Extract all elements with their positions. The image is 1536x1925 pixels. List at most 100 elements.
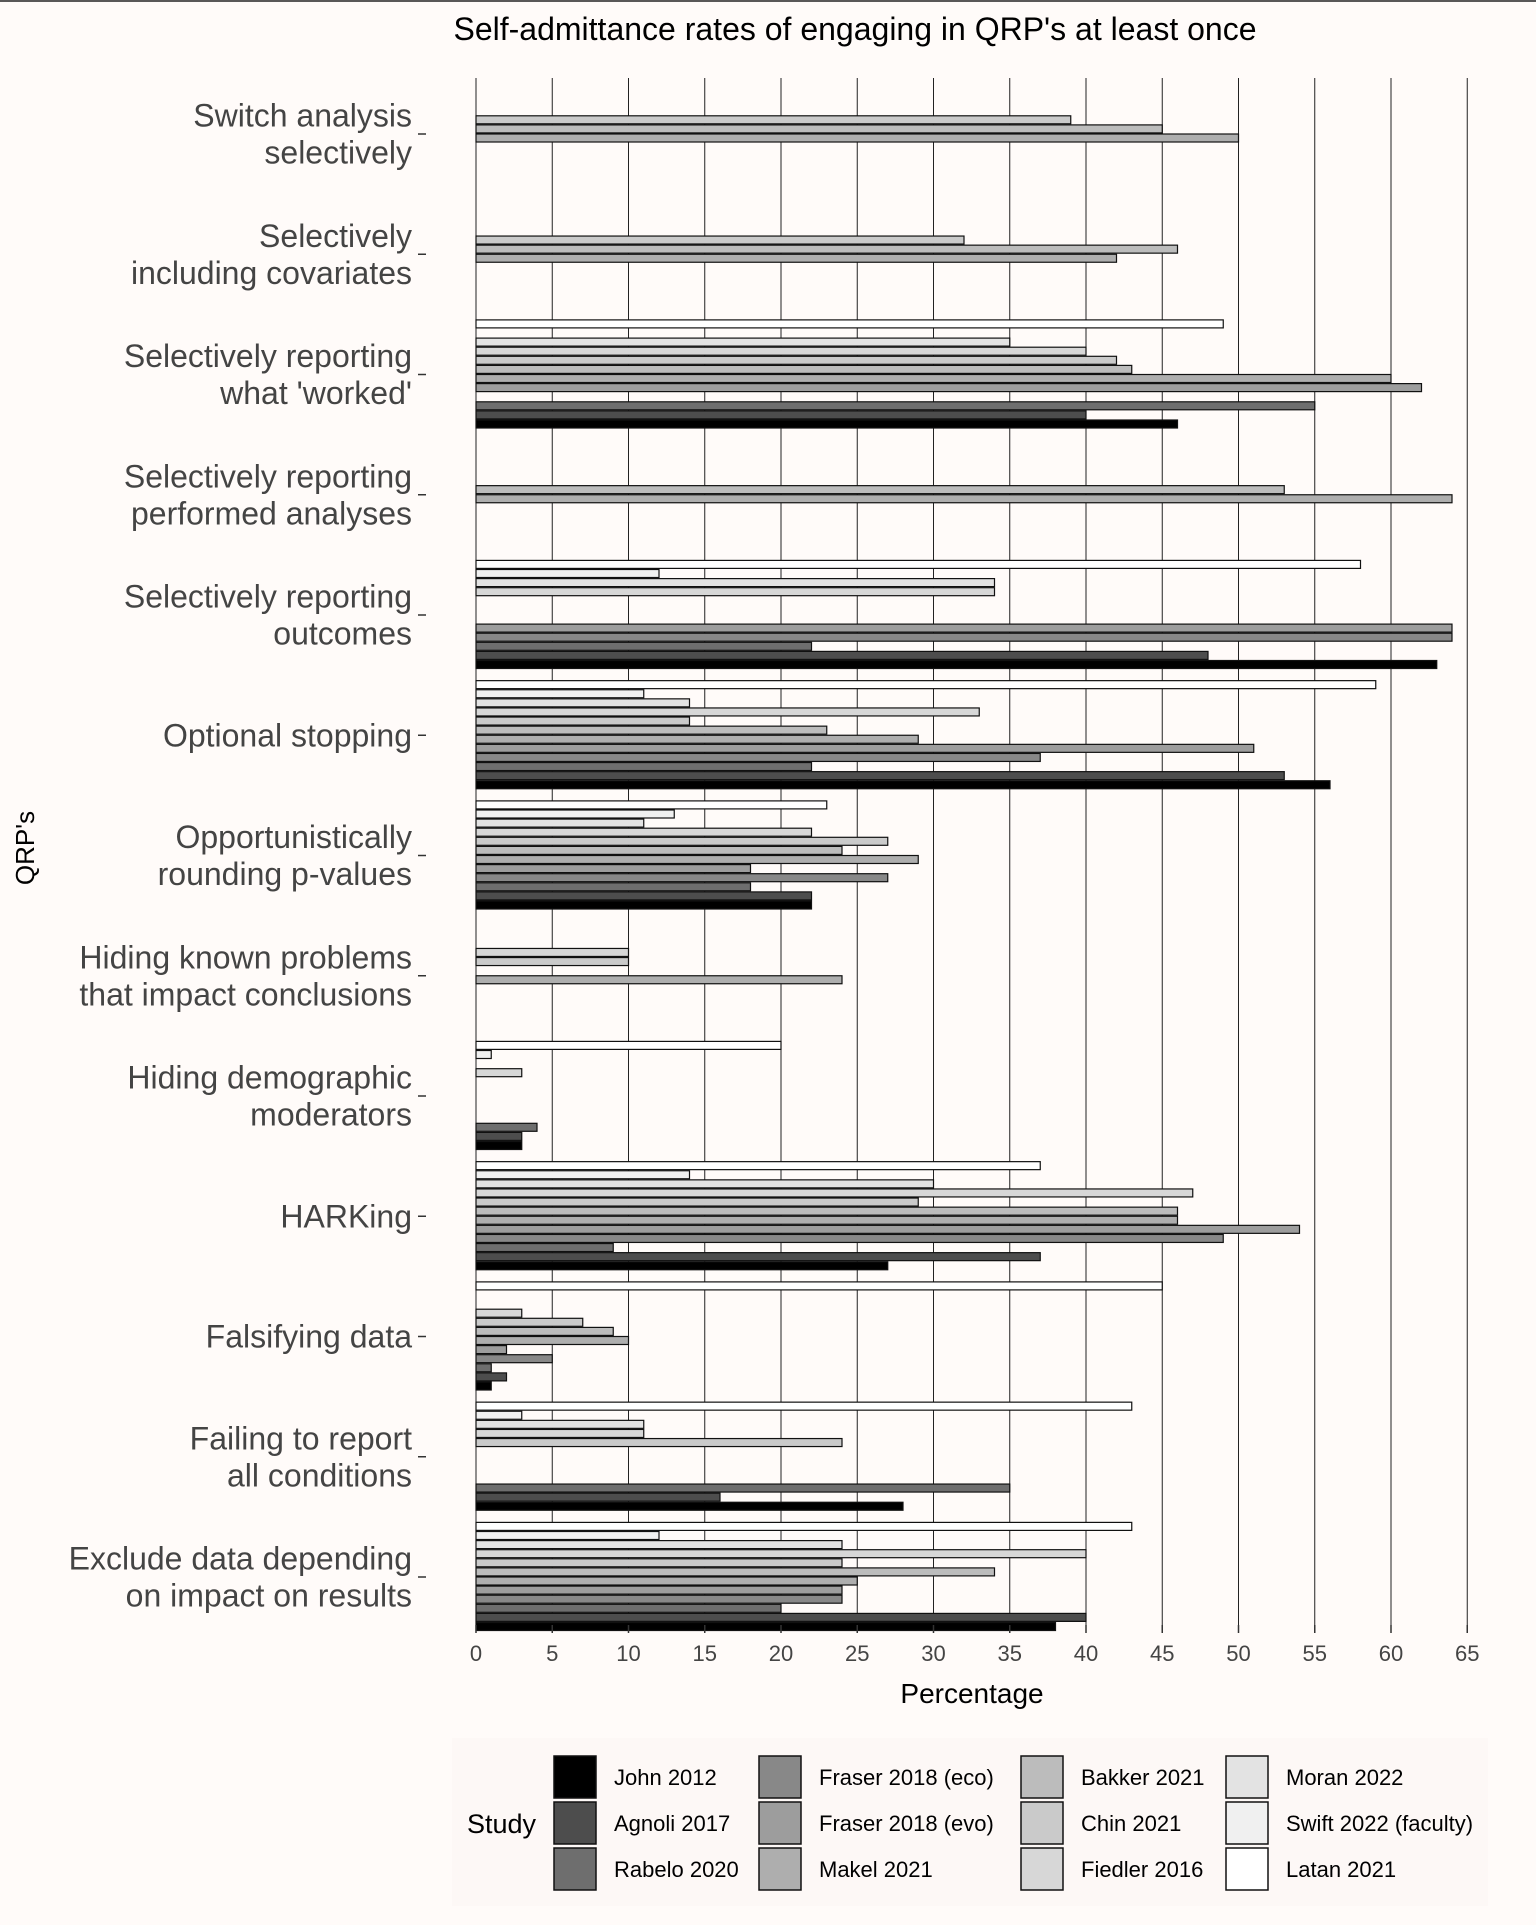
- category-label: Switch analysis: [193, 98, 412, 134]
- bar: [475, 1344, 508, 1355]
- bar: [475, 115, 1072, 125]
- category-label: Selectively reporting: [124, 458, 412, 494]
- bar: [475, 577, 996, 588]
- bar: [475, 346, 1087, 356]
- bar: [475, 752, 1041, 763]
- legend-swatch: [1225, 1801, 1269, 1845]
- legend-swatch: [1020, 1755, 1064, 1799]
- bar: [475, 124, 1163, 134]
- bar: [475, 1549, 1087, 1559]
- legend-label: Agnoli 2017: [614, 1811, 730, 1836]
- bar: [475, 632, 1453, 642]
- bar: [475, 1068, 523, 1078]
- bar: [475, 419, 1179, 429]
- bar: [475, 244, 1179, 254]
- bar: [475, 800, 828, 810]
- category-label: that impact conclusions: [79, 976, 412, 1012]
- bar: [475, 319, 1224, 329]
- bar: [475, 568, 660, 579]
- y-axis-label: QRP's: [10, 811, 40, 885]
- bar: [475, 1122, 538, 1132]
- legend-label: Bakker 2021: [1081, 1765, 1205, 1790]
- category-label: Selectively reporting: [124, 579, 412, 615]
- category-label: Selectively: [259, 218, 412, 254]
- legend-swatch: [758, 1801, 802, 1845]
- bar: [475, 1040, 782, 1051]
- bar: [475, 1401, 1133, 1411]
- bar: [475, 1308, 523, 1318]
- legend-label: Fraser 2018 (eco): [819, 1765, 994, 1790]
- category-label: HARKing: [280, 1198, 412, 1234]
- legend-swatch: [1020, 1801, 1064, 1845]
- x-tick-label: 15: [693, 1641, 717, 1666]
- bar: [475, 873, 889, 883]
- category-label: including covariates: [131, 255, 412, 291]
- bar: [475, 1539, 843, 1550]
- bar: [475, 641, 813, 651]
- bar: [475, 1252, 1041, 1262]
- bar: [475, 1261, 889, 1271]
- bar: [475, 1224, 1301, 1234]
- category-label: all conditions: [227, 1457, 412, 1493]
- chart-title: Self-admittance rates of engaging in QRP…: [454, 11, 1257, 47]
- category-label: Falsifying data: [206, 1319, 413, 1355]
- category-label: rounding p-values: [158, 856, 412, 892]
- bar: [475, 1558, 843, 1568]
- legend-swatch: [553, 1801, 597, 1845]
- legend-label: Fraser 2018 (evo): [819, 1811, 994, 1836]
- legend-swatch: [1020, 1847, 1064, 1891]
- category-label: Failing to report: [190, 1420, 412, 1456]
- bar: [475, 845, 843, 856]
- legend-label: Makel 2021: [819, 1857, 933, 1882]
- category-label: Exclude data depending: [69, 1541, 412, 1577]
- legend-label: Rabelo 2020: [614, 1857, 739, 1882]
- legend-swatch: [758, 1847, 802, 1891]
- bar: [475, 780, 1331, 790]
- bar: [475, 771, 1285, 781]
- category-label: Optional stopping: [163, 717, 412, 753]
- bar: [475, 1621, 1057, 1632]
- x-tick-label: 10: [616, 1641, 640, 1666]
- bar: [475, 1140, 523, 1151]
- x-tick-label: 55: [1303, 1641, 1327, 1666]
- bar: [475, 1437, 843, 1448]
- bar: [475, 854, 919, 865]
- bar: [475, 587, 996, 597]
- bar: [475, 1372, 508, 1382]
- bar: [475, 1410, 523, 1420]
- bar: [475, 1197, 919, 1207]
- bar: [475, 818, 645, 828]
- bar: [475, 410, 1087, 420]
- bar: [475, 836, 889, 846]
- category-label: performed analyses: [131, 495, 412, 531]
- legend-label: Moran 2022: [1286, 1765, 1403, 1790]
- legend-label: Fiedler 2016: [1081, 1857, 1203, 1882]
- bar: [475, 956, 630, 967]
- bar: [475, 734, 919, 744]
- bar: [475, 494, 1453, 504]
- x-tick-label: 35: [998, 1641, 1022, 1666]
- bar: [475, 1363, 492, 1373]
- bar: [475, 1530, 660, 1541]
- x-tick-label: 20: [769, 1641, 793, 1666]
- legend-label: Chin 2021: [1081, 1811, 1181, 1836]
- legend-label: Latan 2021: [1286, 1857, 1396, 1882]
- category-label: moderators: [250, 1097, 412, 1133]
- bar: [475, 882, 752, 892]
- bar: [475, 947, 630, 958]
- bar: [475, 650, 1209, 661]
- bar: [475, 1419, 645, 1429]
- bar: [475, 1049, 492, 1060]
- bar: [475, 383, 1423, 393]
- x-tick-label: 25: [845, 1641, 869, 1666]
- category-label: selectively: [264, 135, 412, 171]
- legend-label: Swift 2022 (faculty): [1286, 1811, 1473, 1836]
- legend-swatch: [553, 1755, 597, 1799]
- legend-swatch: [1225, 1755, 1269, 1799]
- bar: [475, 1161, 1041, 1171]
- bar: [475, 1233, 1224, 1244]
- bar: [475, 698, 691, 708]
- bar: [475, 401, 1316, 411]
- bar: [475, 680, 1377, 690]
